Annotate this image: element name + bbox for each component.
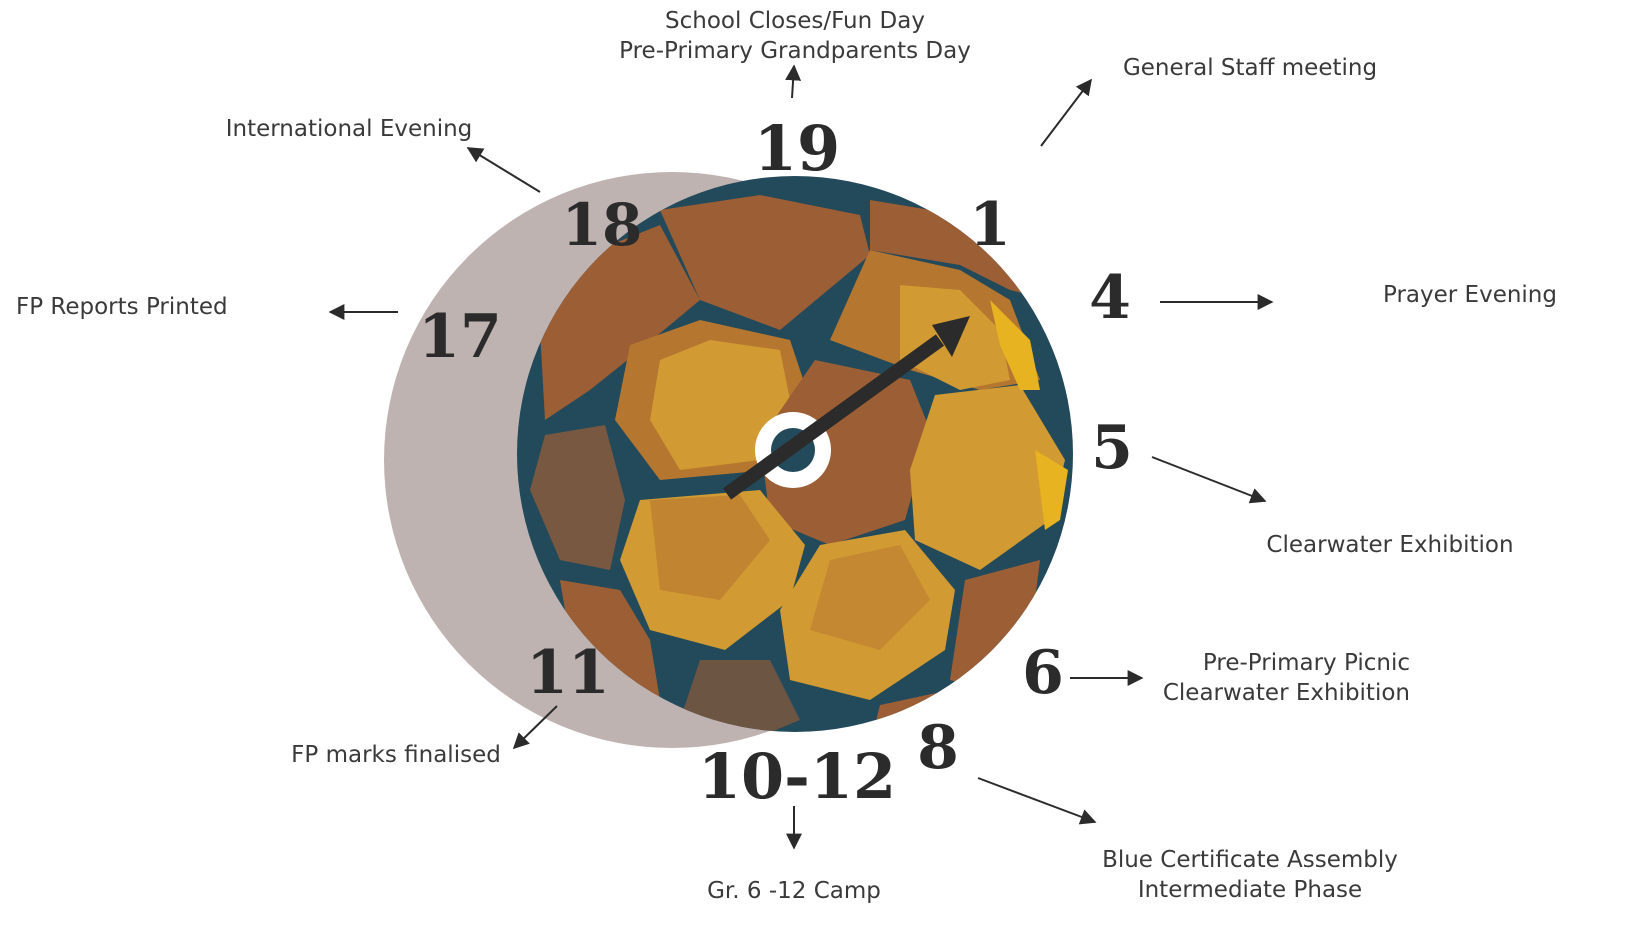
event-8-line1: Blue Certificate Assembly <box>1102 847 1398 873</box>
event-11: FP marks finalised <box>291 742 501 768</box>
event-6-line2: Clearwater Exhibition <box>1163 680 1410 706</box>
event-19-line1: School Closes/Fun Day <box>665 8 925 34</box>
event-19-line2: Pre-Primary Grandparents Day <box>619 38 971 64</box>
clock-hand-arrow-icon <box>722 316 970 500</box>
event-10-12: Gr. 6 -12 Camp <box>707 878 881 904</box>
date-19: 19 <box>754 112 840 185</box>
date-17: 17 <box>418 302 502 372</box>
event-8-line2: Intermediate Phase <box>1138 877 1362 903</box>
date-11: 11 <box>526 638 610 708</box>
arrow-19 <box>785 64 802 99</box>
event-18: International Evening <box>226 116 473 142</box>
date-4: 4 <box>1089 263 1131 333</box>
date-10-12: 10-12 <box>698 740 896 813</box>
event-1: General Staff meeting <box>1123 55 1377 81</box>
soccer-ball-icon <box>517 176 1073 732</box>
date-18: 18 <box>562 191 643 259</box>
event-4: Prayer Evening <box>1383 282 1557 308</box>
date-5: 5 <box>1091 413 1133 483</box>
arrow-18 <box>466 147 541 193</box>
date-6: 6 <box>1022 638 1064 708</box>
arrow-8 <box>977 777 1097 825</box>
arrow-1 <box>1040 78 1092 147</box>
event-5: Clearwater Exhibition <box>1266 532 1513 558</box>
date-1: 1 <box>969 190 1011 260</box>
arrow-11 <box>512 705 558 750</box>
arrow-5 <box>1151 456 1267 504</box>
date-8: 8 <box>917 713 959 783</box>
event-6-line1: Pre-Primary Picnic <box>1203 650 1410 676</box>
event-17: FP Reports Printed <box>16 294 228 320</box>
